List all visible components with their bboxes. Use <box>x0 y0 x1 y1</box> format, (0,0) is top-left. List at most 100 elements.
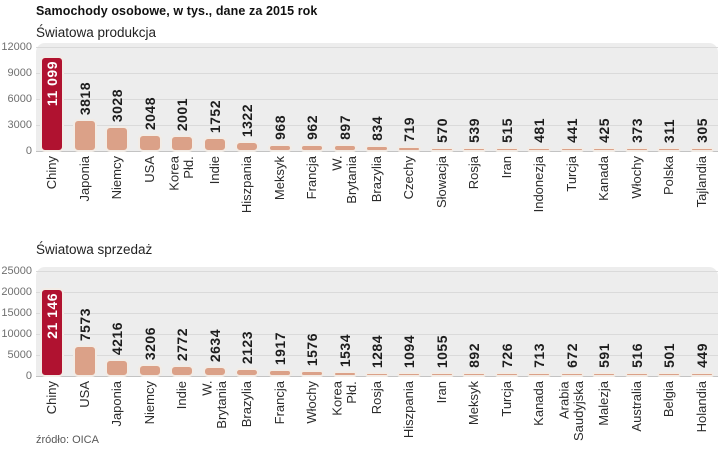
bar-slot: 311 Polska <box>653 43 685 195</box>
category-label: Rosja <box>368 381 384 415</box>
bar <box>235 368 260 377</box>
bar-slot: 515 Iran <box>491 43 523 178</box>
bar-slot: 1576 Włochy <box>296 267 328 424</box>
bar <box>494 147 519 152</box>
bar-slot: 1284 Rosja <box>361 267 393 414</box>
bar <box>170 365 195 377</box>
bar-slot: 962 Francja <box>296 43 328 199</box>
y-tick-label: 0 <box>25 145 32 157</box>
bar-value-label: 1094 <box>401 334 418 368</box>
bar-slot: 1752 Indie <box>198 43 230 184</box>
y-tick-label: 15000 <box>1 307 32 319</box>
bar <box>527 372 552 377</box>
category-label: Holandia <box>693 381 709 433</box>
bar-value-label: 4216 <box>109 321 126 355</box>
category-label: Rosja <box>466 156 482 190</box>
category-label: Czechy <box>401 156 417 200</box>
category-label: Turcja <box>563 156 579 192</box>
bar-value-label: 1917 <box>271 331 288 365</box>
bar-slot: 539 Rosja <box>458 43 490 189</box>
page-title: Samochody osobowe, w tys., dane za 2015 … <box>36 4 318 18</box>
bar-value-label: 1534 <box>336 333 353 367</box>
bar-value-label: 3028 <box>109 88 126 122</box>
bar-slot: 726 Turcja <box>491 267 523 417</box>
bar <box>657 372 682 377</box>
category-label: Meksyk <box>466 381 482 426</box>
category-label: Francja <box>303 156 319 200</box>
bar-slot: 713 Kanada <box>523 267 555 426</box>
category-label: W. Brytania <box>329 155 359 204</box>
bar <box>559 147 584 152</box>
category-label: Hiszpania <box>238 156 254 214</box>
bar-slot: 4216 Japonia <box>101 267 133 427</box>
y-tick-label: 5000 <box>7 349 32 361</box>
bar-slot: 11 099 Chiny <box>36 43 68 189</box>
bar-value-label: 11 099 <box>44 61 61 107</box>
bar-value-label: 719 <box>401 117 418 142</box>
bar <box>689 147 714 152</box>
category-label: Malezja <box>596 381 612 426</box>
chart-production-subtitle: Światowa produkcja <box>36 25 157 40</box>
bar-slot: 305 Tajlandia <box>686 43 718 207</box>
bar <box>235 141 260 152</box>
bar-value-label: 449 <box>693 343 710 368</box>
bar-slot: 3818 Japonia <box>68 43 100 202</box>
bar-value-label: 570 <box>433 118 450 143</box>
category-label: Niemcy <box>141 381 157 425</box>
category-label: Słowacja <box>433 156 449 209</box>
category-label: Arabia Saudyjska <box>556 381 586 441</box>
bar-value-label: 539 <box>466 118 483 143</box>
category-label: Indie <box>206 156 222 185</box>
category-label: Iran <box>433 381 449 404</box>
bar-value-label: 1752 <box>206 99 223 133</box>
bar <box>397 372 422 377</box>
bar-slot: 1055 Iran <box>426 267 458 403</box>
bar <box>202 366 227 377</box>
category-label: Japonia <box>108 381 124 427</box>
y-tick-label: 0 <box>25 370 32 382</box>
category-label: USA <box>76 381 92 408</box>
bar-value-label: 1284 <box>368 334 385 368</box>
category-label: Korea Płd. <box>329 381 359 416</box>
bar-value-label: 3818 <box>76 81 93 115</box>
bar <box>332 144 357 152</box>
bar-value-label: 591 <box>596 343 613 368</box>
gridline <box>36 99 718 100</box>
category-label: Chiny <box>43 156 59 190</box>
bar-slot: 2634 W. Brytania <box>198 267 230 429</box>
bar-slot: 2772 Indie <box>166 267 198 409</box>
bar <box>137 364 162 377</box>
bar-value-label: 962 <box>304 115 321 140</box>
bar-slot: 672 Arabia Saudyjska <box>556 267 588 441</box>
bar-slot: 591 Malezja <box>588 267 620 426</box>
bar <box>300 370 325 377</box>
bar-value-label: 834 <box>368 116 385 141</box>
category-label: Korea Płd. <box>166 156 197 191</box>
bar <box>72 345 97 377</box>
bar-slot: 1094 Hiszpania <box>393 267 425 438</box>
bar <box>267 369 292 377</box>
category-label: Australia <box>628 381 644 432</box>
bar <box>40 56 65 152</box>
bar <box>105 126 130 152</box>
bar <box>300 144 325 152</box>
bar-value-label: 425 <box>596 118 613 143</box>
category-label: Kanada <box>596 156 612 201</box>
bar <box>397 146 422 152</box>
bar-value-label: 672 <box>563 343 580 368</box>
category-label: Brazylia <box>368 156 384 203</box>
bar-slot: 719 Czechy <box>393 43 425 199</box>
y-tick-label: 9000 <box>7 67 32 79</box>
bar-slot: 449 Holandia <box>686 267 718 432</box>
bar-value-label: 968 <box>271 115 288 140</box>
bar-value-label: 7573 <box>76 307 93 341</box>
y-tick-label: 25000 <box>1 265 32 277</box>
y-tick-label: 20000 <box>1 286 32 298</box>
bar-slot: 501 Belgia <box>653 267 685 417</box>
bar <box>462 372 487 377</box>
category-label: Indonezja <box>531 156 547 213</box>
category-label: Polska <box>661 156 677 196</box>
category-label: Tajlandia <box>693 156 709 208</box>
bar <box>592 372 617 377</box>
gridline <box>36 355 718 356</box>
